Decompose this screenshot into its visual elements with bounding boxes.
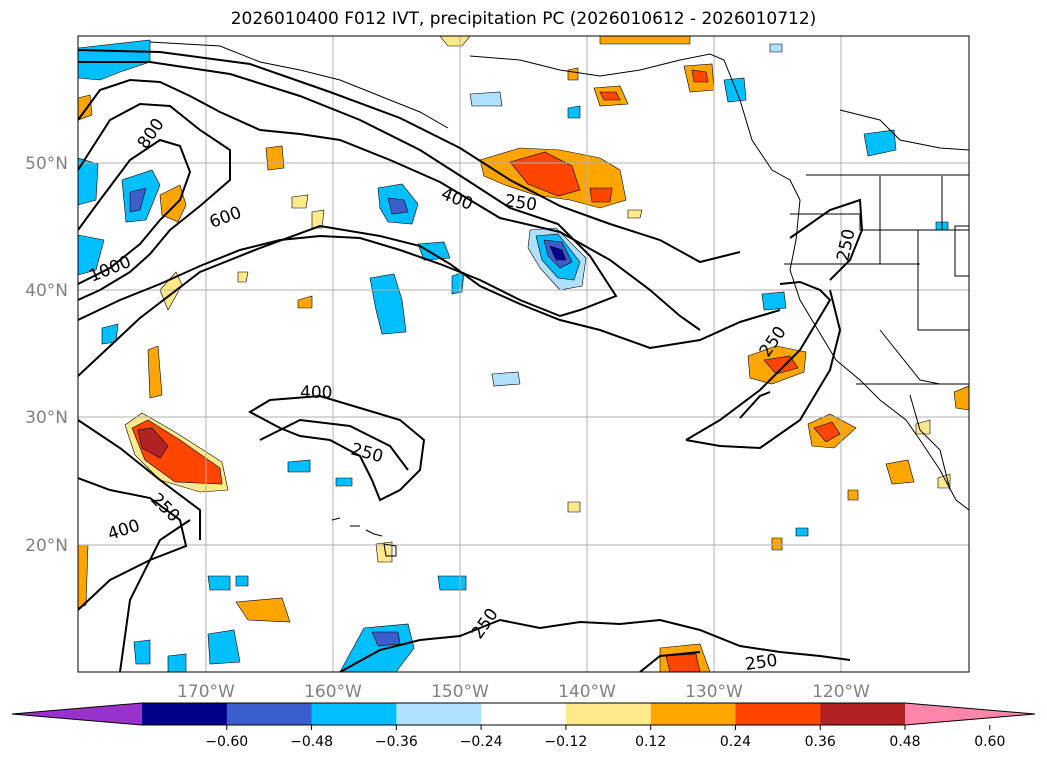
precip-patch — [375, 541, 393, 563]
precip-patch — [567, 501, 581, 513]
colorbar-tick-label: 0.60 — [974, 734, 1005, 750]
precip-patch — [451, 271, 465, 295]
precip-patch — [627, 209, 643, 219]
colorbar-tick-label: 0.48 — [889, 734, 920, 750]
lon-label: 140°W — [558, 682, 616, 702]
lat-label: 30°N — [25, 408, 68, 428]
colorbar-tick-label: −0.12 — [544, 734, 587, 750]
precip-patch — [235, 575, 249, 587]
colorbar-segment — [735, 703, 821, 725]
map-title: 2026010400 F012 IVT, precipitation PC (2… — [230, 9, 817, 29]
precip-patch — [665, 653, 701, 672]
colorbar-segment — [396, 703, 482, 725]
colorbar-segment — [565, 703, 652, 725]
colorbar-segment — [650, 703, 736, 725]
precip-patch — [311, 209, 325, 229]
precip-patch — [567, 67, 579, 81]
precip-patch — [207, 575, 231, 591]
precip-patch — [437, 575, 467, 591]
colorbar-extend-high — [905, 703, 1035, 725]
precip-patch — [369, 273, 407, 335]
precip-patch — [265, 145, 285, 171]
precip-patch — [599, 91, 621, 101]
precip-patch — [769, 43, 783, 53]
precip-patch — [469, 91, 503, 107]
colorbar-segment — [226, 703, 313, 725]
precip-patch — [863, 129, 897, 157]
colorbar-segment — [142, 703, 228, 725]
longitude-labels: 170°W 160°W 150°W 140°W 130°W 120°W — [177, 682, 870, 702]
lon-label: 160°W — [304, 682, 362, 702]
precip-patch — [491, 371, 521, 387]
precip-patch — [589, 187, 613, 203]
precip-patch — [335, 477, 353, 487]
map-area: 800 600 1000 400 250 250 250 400 250 400… — [78, 36, 969, 675]
precip-patch — [133, 639, 151, 665]
lon-label: 150°W — [431, 682, 489, 702]
colorbar: −0.60 −0.48 −0.36 −0.24 −0.12 0.12 0.24 0.36 0.4… — [11, 702, 1036, 750]
precip-patch — [287, 459, 311, 473]
precip-patch — [291, 194, 309, 209]
precip-patch — [567, 105, 581, 119]
precip-patch — [761, 291, 787, 311]
colorbar-tick-label: 0.24 — [720, 734, 751, 750]
precip-patch — [235, 597, 291, 623]
colorbar-tick-label: −0.36 — [375, 734, 418, 750]
lat-label: 40°N — [25, 281, 68, 301]
colorbar-segment — [311, 703, 397, 725]
precip-patch — [78, 544, 89, 609]
colorbar-extend-low — [12, 703, 142, 725]
precip-patch — [167, 653, 187, 672]
precip-patch — [147, 345, 163, 399]
contour-label: 250 — [503, 191, 538, 215]
lon-label: 170°W — [177, 682, 235, 702]
precip-patch — [129, 187, 147, 213]
colorbar-tick-label: 0.12 — [635, 734, 666, 750]
precip-patch — [795, 527, 809, 537]
precip-patch — [207, 629, 241, 665]
colorbar-tick-label: −0.60 — [205, 734, 248, 750]
lat-label: 20°N — [25, 536, 68, 556]
precip-patch — [78, 234, 105, 276]
precip-patch — [417, 241, 451, 261]
colorbar-tick-label: 0.36 — [805, 734, 836, 750]
precip-patch — [549, 245, 567, 261]
precip-patch — [599, 36, 691, 45]
colorbar-tick-label: −0.24 — [460, 734, 503, 750]
precip-patch — [915, 419, 931, 435]
colorbar-segment — [820, 703, 906, 725]
colorbar-outline — [11, 702, 1036, 726]
precip-patch — [237, 271, 249, 283]
precip-patch — [813, 421, 841, 443]
precip-patch — [101, 323, 119, 345]
contour-label: 400 — [300, 383, 332, 403]
colorbar-tick-label: −0.48 — [290, 734, 333, 750]
map-frame — [77, 35, 970, 673]
coastlines — [149, 41, 969, 557]
precip-patch — [953, 385, 969, 411]
precip-patch — [691, 69, 709, 83]
precip-patch — [885, 459, 915, 485]
precip-patch — [439, 36, 471, 47]
lon-label: 130°W — [685, 682, 743, 702]
precip-patch — [771, 537, 783, 551]
contour-label: 250 — [744, 651, 779, 675]
precip-patch — [723, 77, 747, 103]
precip-patch — [847, 489, 859, 501]
precip-patch — [387, 197, 409, 215]
colorbar-segment — [481, 703, 567, 725]
precip-patch — [78, 157, 99, 206]
latitude-labels: 50°N 40°N 30°N 20°N — [25, 154, 68, 556]
ivt-contours — [78, 49, 864, 672]
precip-patch — [297, 295, 313, 309]
lat-label: 50°N — [25, 154, 68, 174]
precip-patch — [137, 427, 169, 459]
lon-label: 120°W — [812, 682, 870, 702]
